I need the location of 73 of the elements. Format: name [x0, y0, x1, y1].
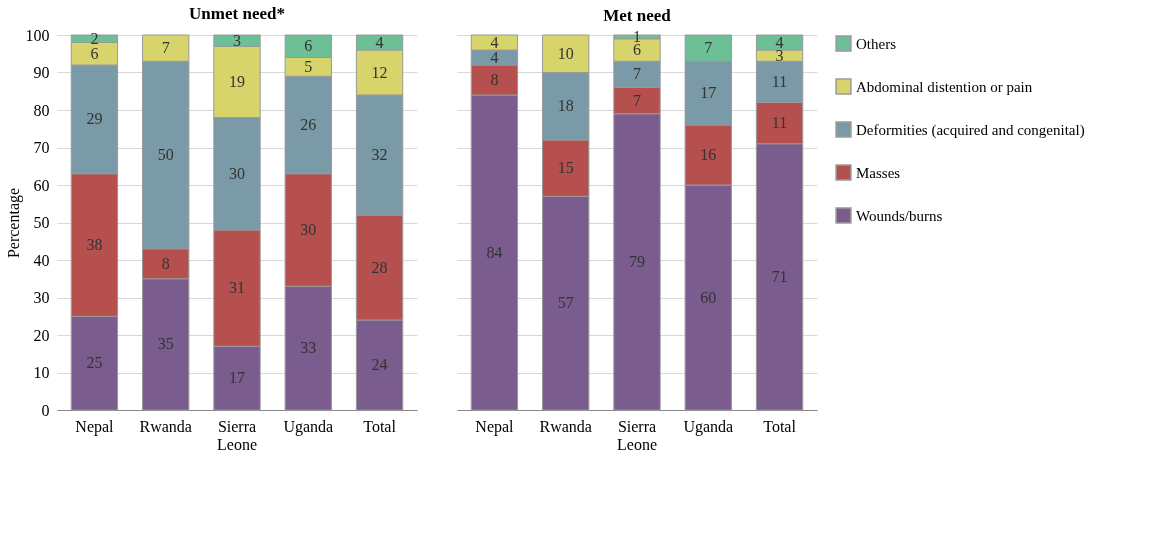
y-tick-label: 10 — [33, 364, 50, 381]
data-label: 26 — [300, 116, 317, 133]
data-label: 4 — [775, 33, 784, 51]
data-label: 15 — [557, 159, 574, 177]
data-label: 6 — [304, 37, 313, 55]
y-axis-title: Percentage — [4, 187, 23, 259]
chart-title: Met need — [603, 5, 672, 25]
legend-label: Others — [856, 35, 897, 52]
data-label: 2 — [90, 29, 99, 47]
data-label: 60 — [700, 288, 717, 306]
legend-label: Deformities (acquired and congenital) — [856, 121, 1085, 139]
data-label: 7 — [633, 91, 641, 109]
data-label: 25 — [86, 354, 103, 372]
data-label: 10 — [557, 44, 574, 62]
legend-label: Abdominal distention or pain — [856, 78, 1033, 95]
data-label: 12 — [371, 63, 388, 81]
data-label: 3 — [233, 31, 241, 49]
y-tick-label: 20 — [33, 326, 50, 344]
legend-label: Masses — [856, 164, 901, 181]
y-tick-label: 0 — [41, 401, 50, 419]
data-label: 35 — [157, 335, 174, 353]
data-label: 4 — [490, 48, 499, 66]
data-label: 28 — [371, 258, 388, 276]
data-label: 7 — [161, 39, 170, 57]
data-label: 30 — [229, 164, 245, 182]
y-tick-label: 40 — [33, 251, 50, 269]
y-tick-label: 90 — [33, 64, 50, 81]
y-tick-label: 70 — [33, 139, 50, 156]
data-label: 8 — [490, 71, 499, 88]
data-label: 29 — [86, 110, 103, 128]
y-tick-label: 80 — [33, 101, 50, 119]
x-tick-label: Rwanda — [539, 417, 592, 435]
x-tick-label: Nepal — [475, 417, 515, 436]
data-label: 17 — [229, 369, 245, 387]
x-tick-label: Uganda — [683, 417, 734, 436]
data-label: 32 — [371, 146, 388, 163]
legend-label: Wounds/burns — [856, 207, 943, 224]
x-tick-label: Nepal — [75, 417, 115, 436]
data-label: 57 — [557, 294, 574, 312]
x-tick-label: Rwanda — [139, 417, 192, 435]
data-label: 33 — [300, 339, 317, 357]
chart-title: Unmet need* — [189, 4, 285, 23]
y-tick-label: 60 — [33, 176, 50, 194]
data-label: 71 — [771, 267, 788, 285]
data-label: 79 — [629, 252, 645, 270]
data-label: 11 — [771, 114, 788, 132]
data-label: 4 — [490, 33, 499, 51]
data-label: 8 — [161, 254, 170, 272]
data-label: 7 — [704, 39, 713, 57]
y-tick-label: 50 — [33, 214, 50, 231]
data-label: 16 — [700, 146, 717, 163]
y-tick-label: 30 — [33, 289, 50, 306]
data-label: 7 — [633, 65, 641, 83]
x-tick-label: Uganda — [283, 417, 334, 436]
data-label: 11 — [771, 72, 788, 90]
x-tick-label: Total — [763, 417, 797, 435]
data-label: 24 — [371, 356, 388, 373]
data-label: 5 — [304, 57, 313, 75]
data-label: 6 — [90, 44, 99, 62]
y-tick-label: 100 — [25, 26, 50, 44]
data-label: 31 — [229, 279, 245, 297]
x-tick-label: Sierra Leone — [217, 417, 257, 453]
data-label: 19 — [229, 72, 245, 90]
x-tick-label: Total — [363, 417, 397, 435]
data-label: 6 — [633, 41, 641, 58]
data-label: 30 — [300, 221, 317, 238]
data-label: 38 — [86, 236, 103, 253]
data-label: 17 — [700, 84, 717, 102]
x-tick-label: Sierra Leone — [617, 417, 657, 453]
data-label: 4 — [375, 33, 384, 51]
data-label: 84 — [486, 243, 503, 261]
data-label: 50 — [157, 146, 174, 163]
data-label: 18 — [557, 97, 574, 115]
